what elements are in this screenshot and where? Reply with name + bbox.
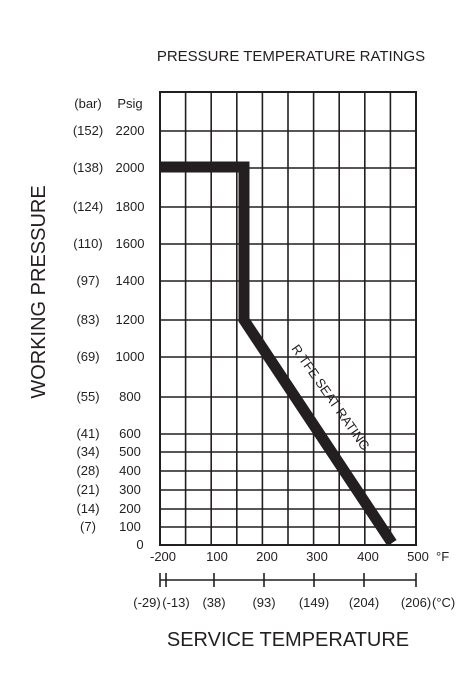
y-tick-label-bar: (34) [76,444,99,459]
y-tick-label-bar: (55) [76,389,99,404]
x-tick-label-f: 400 [357,549,379,564]
y-tick-label-psig: 1400 [116,273,145,288]
y-unit-secondary: (bar) [74,96,101,111]
y-tick-label-psig: 100 [119,519,141,534]
x-tick-label-c: (-29) [133,595,160,610]
x-tick-label-c: (93) [252,595,275,610]
y-tick-label-bar: (28) [76,463,99,478]
y-tick-label-bar: (41) [76,426,99,441]
series-line-rtfe-seat-rating [160,161,397,547]
chart-grid [159,91,417,546]
y-tick-label-psig: 1200 [116,312,145,327]
y-tick-label-bar: (138) [73,160,103,175]
x-tick-label-c: (204) [349,595,379,610]
y-tick-label-bar: (83) [76,312,99,327]
y-tick-label-psig: 400 [119,463,141,478]
y-tick-label-bar: (69) [76,349,99,364]
x-tick-label-c: (-13) [162,595,189,610]
x-tick-label-f: 100 [206,549,228,564]
y-tick-label-psig: 800 [119,389,141,404]
y-tick-label-psig: 2200 [116,123,145,138]
x-tick-label-c: (38) [202,595,225,610]
x-tick-labels: -200 100 200 300 400 500 (-29) (-13) (38) (93) (14… [133,549,431,610]
x-tick-label-c: (149) [299,595,329,610]
y-tick-label-psig: 500 [119,444,141,459]
y-tick-labels: (152) 2200(138) 2000(124) 1800(110) 1600(97)… [73,123,145,552]
y-tick-label-psig: 200 [119,501,141,516]
chart-title: PRESSURE TEMPERATURE RATINGS [157,48,425,65]
y-tick-label-bar: (14) [76,501,99,516]
y-tick-label-psig: 1000 [116,349,145,364]
y-tick-label-psig: 1800 [116,199,145,214]
x-tick-label-f: 300 [306,549,328,564]
x-tick-label-f: -200 [150,549,176,564]
y-tick-label-bar: (152) [73,123,103,138]
y-tick-label-psig: 600 [119,426,141,441]
y-tick-label-bar: (97) [76,273,99,288]
y-tick-label-psig: 2000 [116,160,145,175]
y-tick-label-bar: (21) [76,482,99,497]
series-layer [160,161,397,547]
x-unit-primary: °F [436,549,449,564]
x-tick-label-f: 200 [256,549,278,564]
y-tick-label-psig: 1600 [116,236,145,251]
y-axis-label: WORKING PRESSURE [28,185,50,398]
y-tick-label-psig: 0 [136,537,143,552]
y-unit-primary: Psig [117,96,142,111]
y-tick-label-psig: 300 [119,482,141,497]
x-unit-secondary: (°C) [432,595,455,610]
y-tick-label-bar: (7) [80,519,96,534]
y-tick-label-bar: (110) [73,236,102,251]
y-tick-label-bar: (124) [73,199,103,214]
x-tick-label-f: 500 [407,549,429,564]
x-tick-label-c: (206) [401,595,431,610]
x-axis-label: SERVICE TEMPERATURE [167,629,409,651]
